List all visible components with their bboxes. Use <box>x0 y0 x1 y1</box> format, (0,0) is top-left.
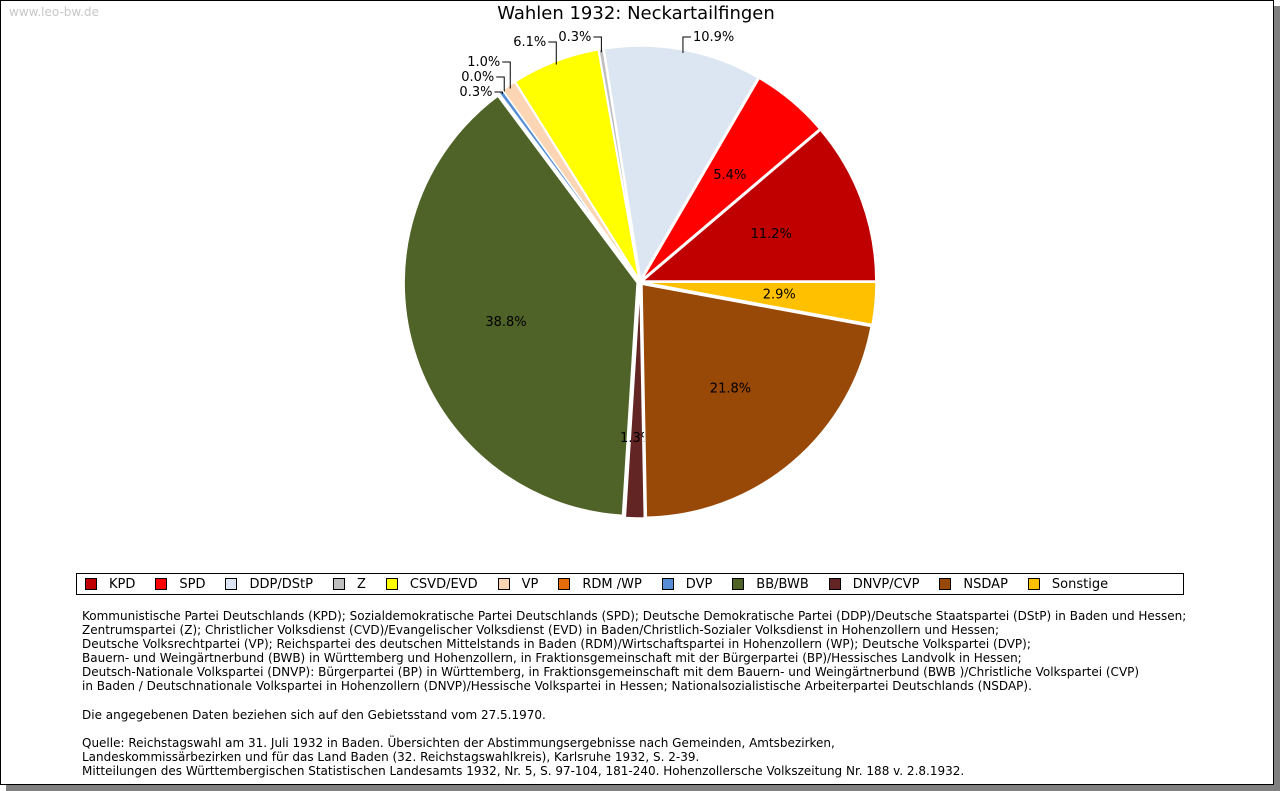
source-line: Landeskommissärbezirken und für das Land… <box>82 749 700 764</box>
legend-swatch <box>155 578 168 590</box>
legend-label: KPD <box>109 576 136 592</box>
legend-label: BB/BWB <box>756 576 809 592</box>
legend-label: VP <box>521 576 539 592</box>
legend-item: DDP/DStP <box>225 576 313 592</box>
pie-slice-csvdevd <box>514 48 640 280</box>
legend-item: VP <box>497 576 539 592</box>
leader-line <box>548 41 557 65</box>
legend-swatch <box>332 578 345 590</box>
data-label: 0.3% <box>459 85 492 100</box>
data-label: 10.9% <box>693 30 734 45</box>
legend-label: DNVP/CVP <box>852 576 920 592</box>
legend-item: CSVD/EVD <box>385 576 478 592</box>
source-line: Mitteilungen des Württembergischen Stati… <box>82 763 965 778</box>
note-line: in Baden / Deutschnationale Volkspartei … <box>82 679 1032 694</box>
leader-line <box>593 36 602 53</box>
legend-item: DNVP/CVP <box>828 576 920 592</box>
legend-swatch <box>558 578 571 590</box>
legend-label: DDP/DStP <box>249 576 313 592</box>
pie-chart: 11.2%5.4%10.9%0.3%6.1%1.0%0.0%0.3%38.8%1… <box>403 30 877 519</box>
watermark: www.leo-bw.de <box>9 5 99 19</box>
legend-item: Sonstige <box>1027 576 1109 592</box>
data-label: 0.3% <box>558 30 591 45</box>
leader-line <box>682 36 691 53</box>
legend-label: Sonstige <box>1051 576 1109 592</box>
legend-label: CSVD/EVD <box>409 576 478 592</box>
gebiet-note: Die angegebenen Daten beziehen sich auf … <box>82 707 546 722</box>
legend-item: RDM /WP <box>558 576 642 592</box>
legend-swatch <box>497 578 510 590</box>
legend-swatch <box>732 578 745 590</box>
legend-swatch <box>1027 578 1040 590</box>
pie-slice-ddpdstp <box>603 45 759 282</box>
legend-label: Z <box>356 576 366 592</box>
legend-label: DVP <box>685 576 713 592</box>
note-line: Deutsch-Nationale Volkspartei (DNVP): Bü… <box>82 665 1140 680</box>
data-label: 0.0% <box>461 70 494 85</box>
data-label: 6.1% <box>513 35 546 50</box>
pie-slice-spd <box>641 77 821 281</box>
legend-swatch <box>661 578 674 590</box>
footnotes: Kommunistische Partei Deutschlands (KPD)… <box>82 609 1186 778</box>
legend-swatch <box>385 578 398 590</box>
legend-swatch <box>828 578 841 590</box>
legend-item: BB/BWB <box>732 576 809 592</box>
pie-slice-sonstige <box>642 281 877 326</box>
legend-swatch <box>939 578 952 590</box>
pie-slice-dnvpcvp <box>624 284 646 519</box>
legend-item: KPD <box>85 577 135 592</box>
data-label: 38.8% <box>485 315 526 330</box>
data-label: 2.9% <box>763 288 796 303</box>
leader-line <box>494 91 503 94</box>
note-line: Kommunistische Partei Deutschlands (KPD)… <box>82 609 1187 623</box>
legend-item: DVP <box>661 576 713 592</box>
data-label: 1.0% <box>467 55 500 70</box>
legend-label: RDM /WP <box>582 576 642 592</box>
legend-swatch <box>225 578 238 590</box>
legend: KPD SPD DDP/DStP Z CSVD/EVD VP RDM /WP D… <box>76 573 1184 595</box>
note-line: Bauern- und Weingärtnerbund (BWB) in Wür… <box>82 651 1022 666</box>
leader-line <box>496 76 505 93</box>
data-label: 21.8% <box>710 382 751 397</box>
pie-slice-kpd <box>640 129 877 282</box>
legend-label: NSDAP <box>963 576 1008 592</box>
note-line: Zentrumspartei (Z); Christlicher Volksdi… <box>82 623 1000 638</box>
pie-slice-bbbwb <box>403 95 638 517</box>
data-label: 11.2% <box>751 227 792 242</box>
legend-item: NSDAP <box>939 577 1008 592</box>
legend-item: Z <box>332 576 366 592</box>
source-line: Quelle: Reichstagswahl am 31. Juli 1932 … <box>82 735 835 750</box>
legend-swatch <box>85 578 97 590</box>
leader-line <box>502 61 511 89</box>
data-label: 5.4% <box>713 168 746 183</box>
legend-label: SPD <box>179 576 206 592</box>
legend-item: SPD <box>155 577 205 592</box>
note-line: Deutsche Volksrechtpartei (VP); Reichspa… <box>82 637 1031 652</box>
pie-slice-nsdap <box>641 283 872 519</box>
